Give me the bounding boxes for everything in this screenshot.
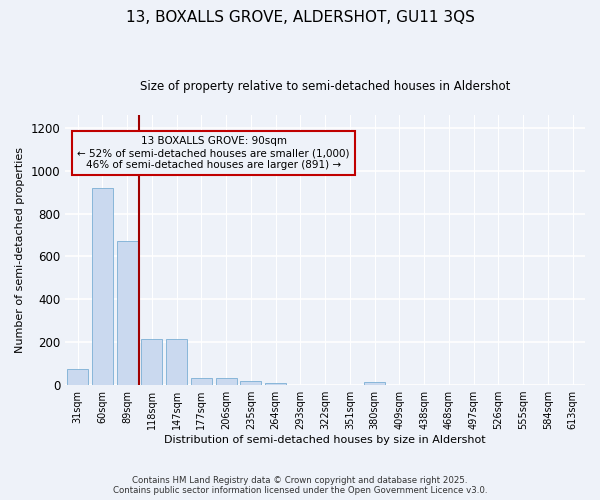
Bar bbox=[116, 242, 137, 385]
Y-axis label: Number of semi-detached properties: Number of semi-detached properties bbox=[15, 147, 25, 353]
Bar bbox=[141, 339, 163, 385]
Bar bbox=[215, 378, 236, 385]
Bar bbox=[265, 383, 286, 385]
Bar bbox=[166, 339, 187, 385]
Title: Size of property relative to semi-detached houses in Aldershot: Size of property relative to semi-detach… bbox=[140, 80, 510, 93]
Text: 13, BOXALLS GROVE, ALDERSHOT, GU11 3QS: 13, BOXALLS GROVE, ALDERSHOT, GU11 3QS bbox=[125, 10, 475, 25]
Text: 13 BOXALLS GROVE: 90sqm
← 52% of semi-detached houses are smaller (1,000)
46% of: 13 BOXALLS GROVE: 90sqm ← 52% of semi-de… bbox=[77, 136, 350, 170]
Bar bbox=[67, 369, 88, 385]
Bar bbox=[191, 378, 212, 385]
X-axis label: Distribution of semi-detached houses by size in Aldershot: Distribution of semi-detached houses by … bbox=[164, 435, 486, 445]
Bar bbox=[241, 381, 262, 385]
Text: Contains HM Land Registry data © Crown copyright and database right 2025.
Contai: Contains HM Land Registry data © Crown c… bbox=[113, 476, 487, 495]
Bar bbox=[364, 382, 385, 385]
Bar bbox=[92, 188, 113, 385]
